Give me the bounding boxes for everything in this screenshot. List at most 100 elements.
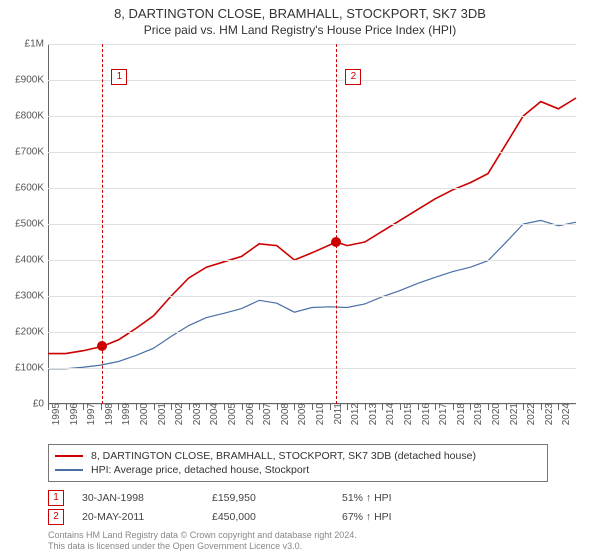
legend-swatch — [55, 455, 83, 457]
x-tick — [224, 404, 225, 410]
x-tick — [470, 404, 471, 410]
x-tick — [435, 404, 436, 410]
gridline-h — [48, 296, 576, 297]
x-tick-label: 2014 — [385, 403, 396, 425]
legend-label: HPI: Average price, detached house, Stoc… — [91, 464, 309, 476]
y-tick-label: £600K — [4, 183, 44, 194]
event-row: 2 20-MAY-2011£450,00067% ↑ HPI — [48, 509, 472, 525]
series-line-hpi — [48, 220, 576, 368]
x-tick-label: 2021 — [509, 403, 520, 425]
gridline-h — [48, 368, 576, 369]
event-marker-box: 2 — [345, 69, 361, 85]
x-tick-label: 1995 — [51, 403, 62, 425]
event-index-box: 1 — [48, 490, 64, 506]
x-tick — [347, 404, 348, 410]
x-tick-label: 2010 — [315, 403, 326, 425]
x-tick — [154, 404, 155, 410]
x-tick — [118, 404, 119, 410]
x-tick — [418, 404, 419, 410]
x-tick-label: 2016 — [421, 403, 432, 425]
legend-item: 8, DARTINGTON CLOSE, BRAMHALL, STOCKPORT… — [55, 449, 541, 463]
x-tick-label: 2013 — [368, 403, 379, 425]
event-vline — [336, 44, 337, 404]
x-tick-label: 2003 — [192, 403, 203, 425]
gridline-h — [48, 116, 576, 117]
x-tick-label: 2012 — [350, 403, 361, 425]
series-line-property — [48, 98, 576, 354]
x-tick — [506, 404, 507, 410]
chart-subtitle: Price paid vs. HM Land Registry's House … — [0, 21, 600, 41]
y-tick-label: £400K — [4, 255, 44, 266]
x-tick-label: 2005 — [227, 403, 238, 425]
event-price: £450,000 — [212, 511, 342, 523]
x-tick — [523, 404, 524, 410]
event-date: 20-MAY-2011 — [82, 511, 212, 523]
y-tick-label: £800K — [4, 111, 44, 122]
legend-box: 8, DARTINGTON CLOSE, BRAMHALL, STOCKPORT… — [48, 444, 548, 482]
event-pct: 67% ↑ HPI — [342, 511, 472, 523]
x-tick-label: 2023 — [544, 403, 555, 425]
y-tick-label: £500K — [4, 219, 44, 230]
x-tick — [365, 404, 366, 410]
y-tick-label: £100K — [4, 363, 44, 374]
sale-marker-dot — [331, 237, 341, 247]
gridline-h — [48, 260, 576, 261]
x-tick-label: 1999 — [121, 403, 132, 425]
sale-marker-dot — [97, 341, 107, 351]
x-tick — [83, 404, 84, 410]
x-tick — [312, 404, 313, 410]
event-pct: 51% ↑ HPI — [342, 492, 472, 504]
gridline-h — [48, 224, 576, 225]
x-tick-label: 2004 — [209, 403, 220, 425]
x-tick — [259, 404, 260, 410]
y-tick-label: £700K — [4, 147, 44, 158]
legend-swatch — [55, 469, 83, 471]
x-tick — [541, 404, 542, 410]
x-tick-label: 2006 — [245, 403, 256, 425]
gridline-h — [48, 152, 576, 153]
x-tick-label: 2007 — [262, 403, 273, 425]
x-tick-label: 2024 — [561, 403, 572, 425]
event-marker-box: 1 — [111, 69, 127, 85]
x-tick-label: 2000 — [139, 403, 150, 425]
x-tick — [294, 404, 295, 410]
x-tick-label: 2008 — [280, 403, 291, 425]
events-table: 1 30-JAN-1998£159,95051% ↑ HPI 2 20-MAY-201… — [48, 490, 472, 528]
x-tick-label: 1997 — [86, 403, 97, 425]
attribution: Contains HM Land Registry data © Crown c… — [48, 530, 357, 553]
x-tick — [101, 404, 102, 410]
event-row: 1 30-JAN-1998£159,95051% ↑ HPI — [48, 490, 472, 506]
x-tick-label: 2011 — [333, 403, 344, 425]
event-index-box: 2 — [48, 509, 64, 525]
y-tick-label: £200K — [4, 327, 44, 338]
x-tick — [330, 404, 331, 410]
gridline-h — [48, 188, 576, 189]
x-tick-label: 2001 — [157, 403, 168, 425]
x-tick-label: 2022 — [526, 403, 537, 425]
y-tick-label: £900K — [4, 75, 44, 86]
x-tick-label: 2019 — [473, 403, 484, 425]
event-price: £159,950 — [212, 492, 342, 504]
x-tick — [206, 404, 207, 410]
attribution-line-1: Contains HM Land Registry data © Crown c… — [48, 530, 357, 541]
event-date: 30-JAN-1998 — [82, 492, 212, 504]
x-tick — [400, 404, 401, 410]
x-tick — [558, 404, 559, 410]
x-tick — [66, 404, 67, 410]
attribution-line-2: This data is licensed under the Open Gov… — [48, 541, 357, 552]
x-tick-label: 2015 — [403, 403, 414, 425]
legend-item: HPI: Average price, detached house, Stoc… — [55, 463, 541, 477]
x-tick — [171, 404, 172, 410]
y-tick-label: £300K — [4, 291, 44, 302]
x-tick-label: 1998 — [104, 403, 115, 425]
gridline-h — [48, 332, 576, 333]
x-tick — [189, 404, 190, 410]
x-tick — [382, 404, 383, 410]
chart-title: 8, DARTINGTON CLOSE, BRAMHALL, STOCKPORT… — [0, 0, 600, 21]
legend-label: 8, DARTINGTON CLOSE, BRAMHALL, STOCKPORT… — [91, 450, 476, 462]
x-tick — [488, 404, 489, 410]
x-tick — [453, 404, 454, 410]
x-tick-label: 2018 — [456, 403, 467, 425]
x-tick-label: 1996 — [69, 403, 80, 425]
x-tick — [136, 404, 137, 410]
